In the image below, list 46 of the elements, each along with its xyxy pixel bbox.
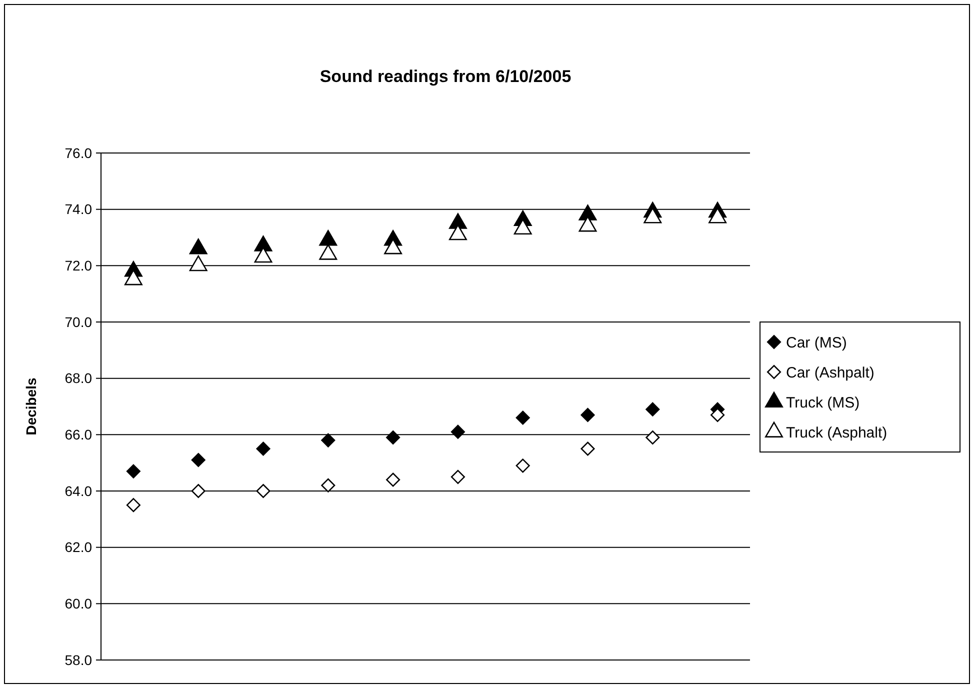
point	[710, 408, 725, 422]
legend-label: Car (Ashpalt)	[786, 364, 874, 382]
point	[646, 430, 660, 445]
point	[448, 224, 467, 240]
point	[448, 213, 467, 229]
y-tick-label: 64.0	[64, 482, 92, 499]
y-tick-label: 72.0	[64, 258, 92, 274]
y-tick-label: 68.0	[64, 370, 92, 386]
point	[191, 452, 206, 468]
point	[386, 472, 400, 487]
point	[321, 478, 336, 492]
point	[514, 218, 532, 235]
y-tick-label: 76.0	[64, 144, 92, 161]
point	[450, 424, 465, 439]
point	[450, 470, 465, 484]
point	[516, 458, 530, 473]
point	[644, 208, 662, 224]
point	[319, 230, 338, 246]
point	[256, 484, 270, 498]
legend-label: Car (MS)	[786, 334, 847, 352]
point	[256, 442, 270, 456]
point	[126, 498, 140, 512]
point	[580, 408, 595, 422]
y-axis-title: Decibels	[23, 377, 39, 436]
y-tick-label: 60.0	[64, 596, 92, 612]
point	[384, 238, 402, 254]
point	[708, 208, 727, 224]
point	[191, 484, 206, 498]
point	[254, 246, 272, 263]
point	[321, 433, 336, 448]
y-tick-label: 66.0	[64, 426, 92, 443]
point	[516, 410, 530, 425]
legend-label: Truck (MS)	[786, 394, 860, 412]
point	[646, 402, 660, 416]
point	[386, 430, 400, 445]
legend-label: Truck (Asphalt)	[786, 424, 888, 442]
y-tick-label: 58.0	[64, 652, 92, 668]
point	[189, 255, 208, 272]
point	[126, 464, 140, 478]
y-tick-label: 74.0	[64, 201, 92, 218]
point	[580, 442, 595, 456]
point	[319, 244, 338, 260]
y-tick-label: 62.0	[64, 539, 92, 556]
y-tick-label: 70.0	[64, 314, 92, 330]
chart-title: Sound readings from 6/10/2005	[320, 67, 572, 86]
point	[189, 238, 208, 254]
